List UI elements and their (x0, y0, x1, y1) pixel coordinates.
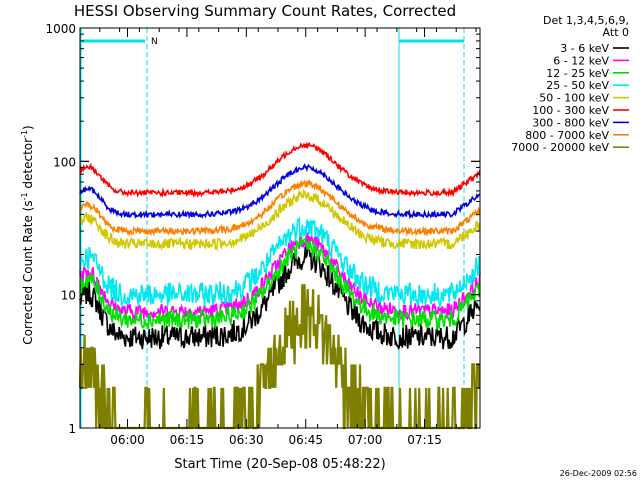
plot-area: N (78, 28, 481, 430)
x-axis-label: Start Time (20-Sep-08 05:48:22) (174, 457, 385, 472)
x-tick-label: 07:00 (348, 433, 383, 447)
axes-frame (79, 27, 481, 429)
series-line (79, 232, 481, 322)
x-tick-label: 06:00 (110, 433, 145, 447)
series-line (79, 236, 481, 331)
y-tick-label: 10 (61, 289, 76, 303)
y-tick-label: 1000 (45, 22, 76, 36)
chart-title: HESSI Observing Summary Count Rates, Cor… (74, 2, 456, 20)
legend-label: 12 - 25 keV (546, 67, 609, 80)
timestamp: 26-Dec-2009 02:56 (560, 469, 637, 478)
legend-header: Det 1,3,4,5,6,9, (543, 14, 629, 27)
series-line (79, 141, 481, 199)
series-line (79, 188, 481, 252)
legend-header: Att 0 (603, 26, 629, 39)
y-tick-label: 100 (53, 155, 76, 169)
y-axis-label: Corrected Count Rate (s-1 detector-1) (20, 125, 35, 344)
legend-label: 300 - 800 keV (532, 116, 609, 129)
axes: 1 10 100 1000 06:00 06:15 06:30 06:45 07:00 07:15 (45, 22, 481, 447)
x-tick-label: 06:30 (229, 433, 264, 447)
legend-label: 6 - 12 keV (553, 54, 609, 67)
y-tick-label: 1 (68, 422, 76, 436)
x-tick-label: 07:15 (407, 433, 442, 447)
x-tick-label: 06:45 (288, 433, 323, 447)
legend-label: 7000 - 20000 keV (511, 141, 609, 154)
legend-label: 3 - 6 keV (560, 42, 609, 55)
legend-label: 50 - 100 keV (539, 92, 609, 105)
legend-label: 25 - 50 keV (546, 79, 609, 92)
x-tick-label: 06:15 (170, 433, 205, 447)
legend-label: 800 - 7000 keV (525, 129, 609, 142)
night-marker-label: N (151, 37, 158, 47)
legend-label: 100 - 300 keV (532, 104, 609, 117)
series-line (79, 163, 481, 220)
series-line (79, 178, 481, 237)
series-line (79, 216, 481, 309)
